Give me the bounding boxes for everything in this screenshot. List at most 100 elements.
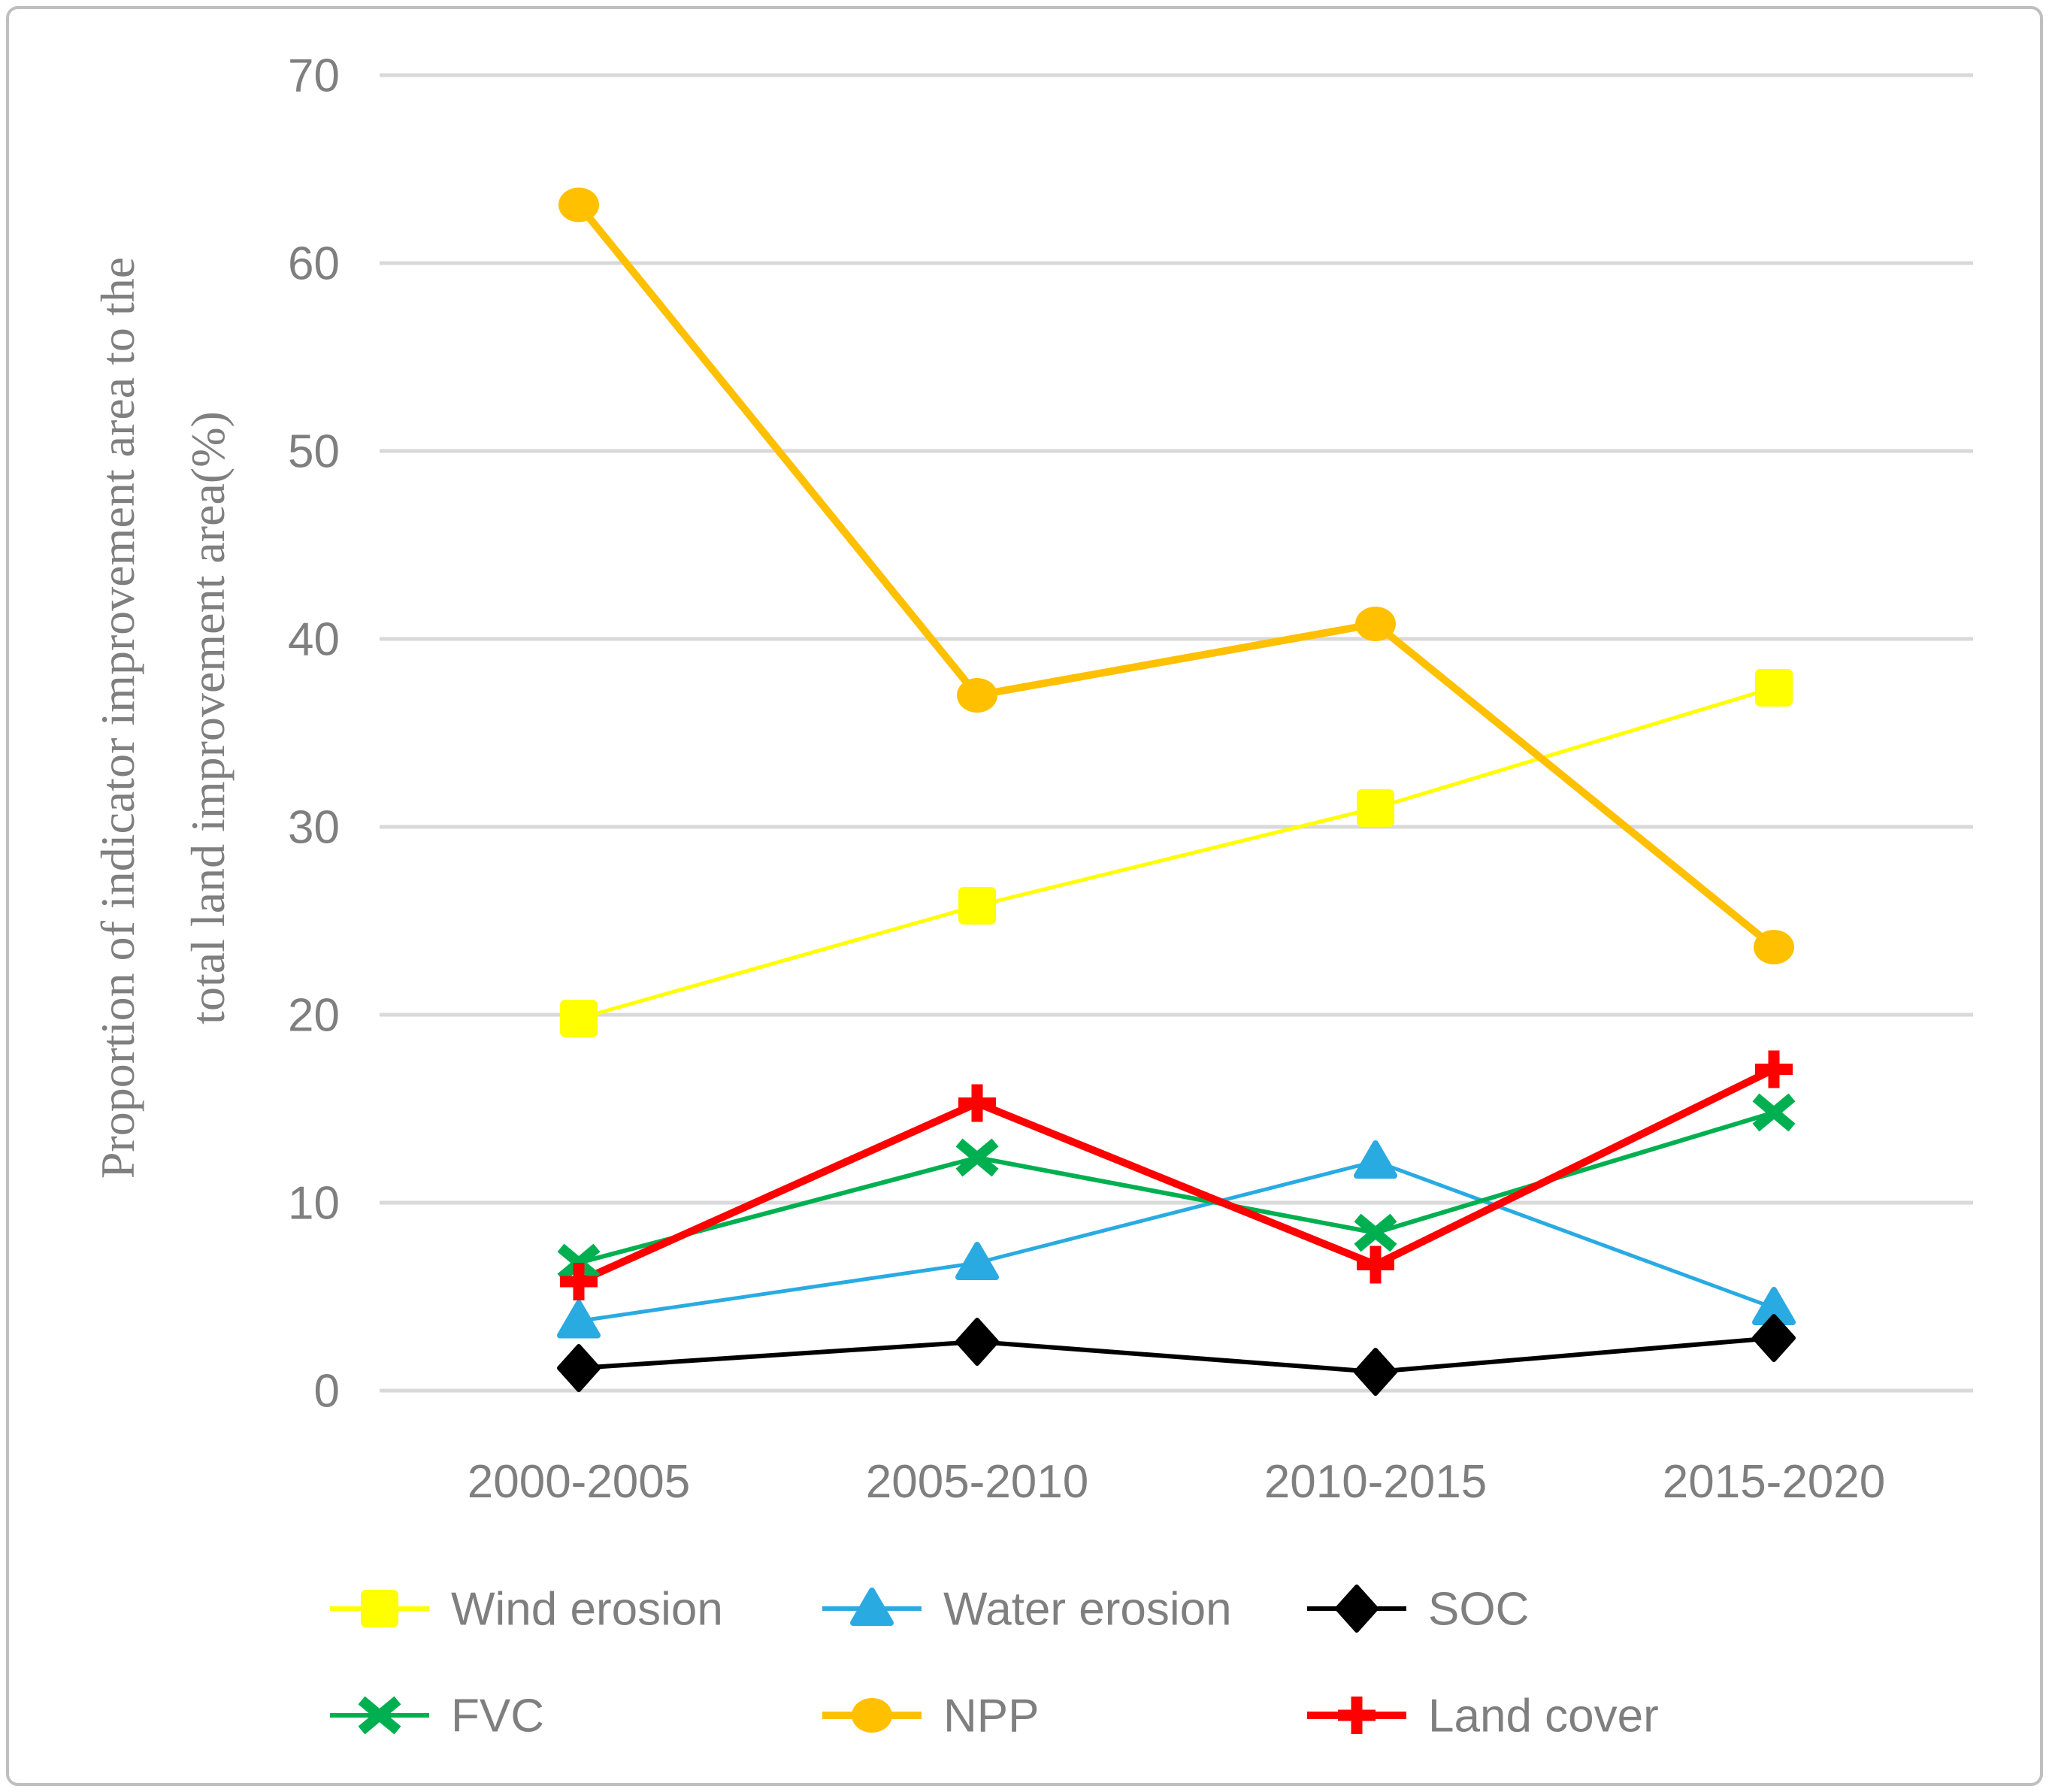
- legend-item-wind-erosion-label: Wind erosion: [451, 1584, 723, 1636]
- series-line-wind-erosion: [577, 686, 1776, 1021]
- legend-item-fvc: FVC: [330, 1691, 544, 1742]
- x-label-2005-2010: 2005-2010: [866, 1456, 1089, 1508]
- fvc-point-2010-2015: [1354, 1213, 1397, 1252]
- legend-item-soc-marker: [1335, 1585, 1379, 1633]
- npp-point-2010-2015: [1355, 607, 1396, 641]
- land-cover-point-2015-2020: [1755, 1050, 1793, 1088]
- gridlines: [380, 73, 1973, 1393]
- legend-item-npp-marker: [852, 1698, 892, 1733]
- land-cover-point-2000-2005: [560, 1263, 598, 1300]
- y-tick-label-0: 0: [314, 1366, 340, 1418]
- land-cover-point-2000-2005-shape: [560, 1263, 598, 1300]
- y-tick-label-20: 20: [288, 990, 340, 1042]
- series-line-land-cover: [575, 1065, 1778, 1285]
- soc-point-2015-2020-shape: [1752, 1314, 1796, 1362]
- legend-item-wind-erosion-marker-shape: [361, 1590, 398, 1627]
- legend-item-npp-marker-shape: [852, 1698, 892, 1733]
- series-lines: [575, 201, 1778, 1374]
- legend-item-npp: NPP: [822, 1691, 1039, 1742]
- wind-erosion-point-2010-2015: [1357, 789, 1394, 827]
- x-label-2010-2015: 2010-2015: [1264, 1456, 1488, 1508]
- wind-erosion-point-2005-2010: [958, 887, 996, 925]
- soc-point-2005-2010: [955, 1318, 999, 1366]
- legend-item-land-cover-marker-shape: [1338, 1697, 1376, 1734]
- y-tick-label-60: 60: [288, 238, 340, 290]
- water-erosion-point-2005-2010: [955, 1242, 999, 1280]
- legend-item-water-erosion-marker: [850, 1588, 894, 1626]
- y-axis-title-line1: Proportion of indicator improvement area…: [91, 257, 144, 1179]
- series-line-soc: [577, 1336, 1776, 1374]
- water-erosion-point-2000-2005: [557, 1300, 601, 1339]
- water-erosion-point-2010-2015-shape: [1354, 1140, 1397, 1179]
- series-line-fvc: [577, 1110, 1776, 1265]
- y-tick-label-50: 50: [288, 426, 340, 478]
- soc-point-2015-2020: [1752, 1314, 1796, 1362]
- legend-item-water-erosion-marker-shape: [850, 1588, 894, 1626]
- fvc-point-2015-2020: [1752, 1093, 1796, 1132]
- series-line-npp: [575, 201, 1778, 951]
- npp-point-2000-2005-shape: [558, 187, 599, 222]
- legend-item-land-cover: Land cover: [1307, 1691, 1659, 1742]
- land-cover-point-2010-2015: [1357, 1246, 1394, 1284]
- y-tick-label-10: 10: [288, 1178, 340, 1230]
- legend-item-wind-erosion-marker: [361, 1590, 398, 1627]
- x-axis-labels: 2000-2005 2005-2010 2010-2015 2015-2020: [468, 1456, 1886, 1508]
- fvc-point-2015-2020-shape: [1752, 1093, 1796, 1132]
- soc-point-2000-2005: [557, 1344, 601, 1392]
- legend-item-fvc-marker-shape: [358, 1696, 401, 1735]
- soc-point-2010-2015: [1354, 1348, 1397, 1396]
- soc-point-2010-2015-shape: [1354, 1348, 1397, 1396]
- wind-erosion-point-2000-2005-shape: [560, 1000, 598, 1037]
- legend-item-water-erosion: Water erosion: [822, 1584, 1232, 1636]
- legend-item-water-erosion-label: Water erosion: [943, 1584, 1232, 1636]
- npp-point-2015-2020-shape: [1754, 930, 1794, 964]
- wind-erosion-point-2000-2005: [560, 1000, 598, 1037]
- legend-item-soc-label: SOC: [1428, 1584, 1529, 1636]
- npp-point-2015-2020: [1754, 930, 1794, 964]
- series-markers-wind-erosion: [560, 669, 1793, 1037]
- legend-item-fvc-marker: [358, 1696, 401, 1735]
- legend-item-fvc-label: FVC: [451, 1691, 544, 1742]
- legend-item-soc-marker-shape: [1335, 1585, 1379, 1633]
- water-erosion-point-2005-2010-shape: [955, 1242, 999, 1280]
- land-cover-point-2010-2015-shape: [1357, 1246, 1394, 1284]
- y-tick-label-70: 70: [288, 50, 340, 102]
- series-line-water-erosion: [577, 1159, 1776, 1323]
- series-markers-soc: [557, 1314, 1796, 1396]
- water-erosion-point-2000-2005-shape: [557, 1300, 601, 1339]
- land-cover-point-2005-2010-shape: [958, 1084, 996, 1122]
- wind-erosion-point-2015-2020: [1755, 669, 1793, 707]
- legend-item-land-cover-label: Land cover: [1428, 1691, 1659, 1742]
- y-tick-label-30: 30: [288, 802, 340, 854]
- wind-erosion-point-2010-2015-shape: [1357, 789, 1394, 827]
- series-markers-water-erosion: [557, 1140, 1796, 1339]
- legend-item-soc: SOC: [1307, 1584, 1529, 1636]
- series-markers: [557, 187, 1796, 1396]
- fvc-point-2005-2010: [955, 1138, 999, 1177]
- soc-point-2000-2005-shape: [557, 1344, 601, 1392]
- npp-point-2000-2005: [558, 187, 599, 222]
- wind-erosion-point-2015-2020-shape: [1755, 669, 1793, 707]
- npp-point-2010-2015-shape: [1355, 607, 1396, 641]
- legend-item-wind-erosion: Wind erosion: [330, 1584, 723, 1636]
- legend-item-npp-label: NPP: [943, 1691, 1039, 1742]
- y-tick-label-40: 40: [288, 614, 340, 666]
- series-markers-npp: [558, 187, 1794, 964]
- water-erosion-point-2010-2015: [1354, 1140, 1397, 1179]
- series-markers-land-cover: [560, 1050, 1793, 1300]
- legend: Wind erosion Water erosion SOC FVC NPP Land c…: [330, 1584, 1659, 1742]
- soc-point-2005-2010-shape: [955, 1318, 999, 1366]
- land-cover-point-2015-2020-shape: [1755, 1050, 1793, 1088]
- fvc-point-2005-2010-shape: [955, 1138, 999, 1177]
- y-axis-tick-labels: 0 10 20 30 40 50 60 70: [288, 50, 340, 1418]
- legend-item-land-cover-marker: [1338, 1697, 1376, 1734]
- x-label-2015-2020: 2015-2020: [1663, 1456, 1886, 1508]
- x-label-2000-2005: 2000-2005: [468, 1456, 691, 1508]
- y-axis-title-line2: total land improvement area(%): [181, 411, 235, 1025]
- npp-point-2005-2010-shape: [957, 678, 997, 713]
- land-cover-point-2005-2010: [958, 1084, 996, 1122]
- fvc-point-2010-2015-shape: [1354, 1213, 1397, 1252]
- npp-point-2005-2010: [957, 678, 997, 713]
- wind-erosion-point-2005-2010-shape: [958, 887, 996, 925]
